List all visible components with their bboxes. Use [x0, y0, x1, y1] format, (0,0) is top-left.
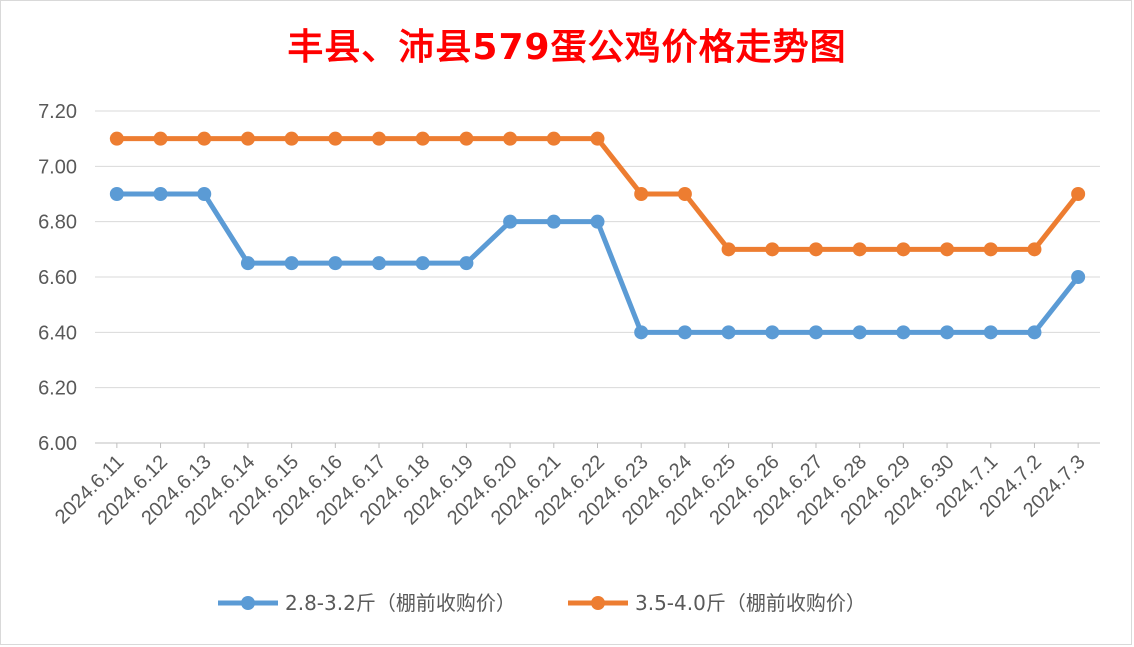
data-point — [328, 131, 343, 146]
data-point — [983, 325, 998, 340]
data-point — [721, 242, 736, 257]
data-point — [634, 325, 649, 340]
legend-marker — [591, 596, 605, 610]
data-point — [284, 256, 299, 271]
gridlines — [95, 110, 1100, 444]
data-point — [372, 256, 387, 271]
series-layer — [109, 131, 1086, 340]
data-point — [153, 187, 168, 201]
data-point — [983, 242, 998, 257]
data-point — [677, 187, 692, 201]
data-point — [109, 131, 124, 146]
data-point — [328, 256, 343, 271]
data-point — [459, 131, 474, 146]
y-tick-label: 6.00 — [38, 433, 77, 455]
data-point — [896, 325, 911, 340]
data-point — [765, 242, 780, 257]
data-point — [459, 256, 474, 271]
data-point — [503, 214, 518, 229]
legend-label: 3.5-4.0斤（棚前收购价） — [635, 591, 866, 615]
data-point — [153, 131, 168, 146]
data-point — [240, 256, 255, 271]
data-point — [415, 131, 430, 146]
data-point — [852, 242, 867, 257]
data-point — [634, 187, 649, 201]
data-point — [852, 325, 867, 340]
series-1 — [109, 187, 1086, 340]
data-point — [1027, 325, 1042, 340]
data-point — [765, 325, 780, 340]
y-tick-label: 6.60 — [38, 267, 77, 289]
data-point — [109, 187, 124, 201]
legend-label: 2.8-3.2斤（棚前收购价） — [285, 591, 516, 615]
y-tick-label: 7.00 — [38, 156, 77, 178]
legend-marker — [241, 596, 255, 610]
data-point — [590, 214, 605, 229]
data-point — [1071, 187, 1086, 201]
y-axis: 6.00 6.20 6.40 6.60 6.80 7.00 7.20 — [38, 101, 77, 455]
data-point — [1071, 270, 1086, 284]
x-axis: 2024.6.112024.6.122024.6.132024.6.142024… — [51, 443, 1090, 529]
legend-item-2: 3.5-4.0斤（棚前收购价） — [568, 591, 866, 615]
y-tick-label: 6.20 — [38, 378, 77, 400]
data-point — [546, 214, 561, 229]
data-point — [415, 256, 430, 271]
data-point — [240, 131, 255, 146]
data-point — [808, 242, 823, 257]
y-tick-label: 6.80 — [38, 212, 77, 234]
data-point — [808, 325, 823, 340]
series-2 — [109, 131, 1086, 257]
data-point — [284, 131, 299, 146]
data-point — [677, 325, 692, 340]
data-point — [197, 187, 212, 201]
data-point — [546, 131, 561, 146]
data-point — [940, 325, 955, 340]
data-point — [721, 325, 736, 340]
chart-title: 丰县、沛县579蛋公鸡价格走势图 — [287, 27, 847, 68]
data-point — [372, 131, 387, 146]
data-point — [940, 242, 955, 257]
data-point — [1027, 242, 1042, 257]
data-point — [503, 131, 518, 146]
y-tick-label: 7.20 — [38, 101, 77, 123]
legend: 2.8-3.2斤（棚前收购价） 3.5-4.0斤（棚前收购价） — [218, 591, 866, 615]
series-line — [114, 136, 1081, 252]
legend-item-1: 2.8-3.2斤（棚前收购价） — [218, 591, 516, 615]
data-point — [197, 131, 212, 146]
y-tick-label: 6.40 — [38, 322, 77, 344]
data-point — [590, 131, 605, 146]
data-point — [896, 242, 911, 257]
